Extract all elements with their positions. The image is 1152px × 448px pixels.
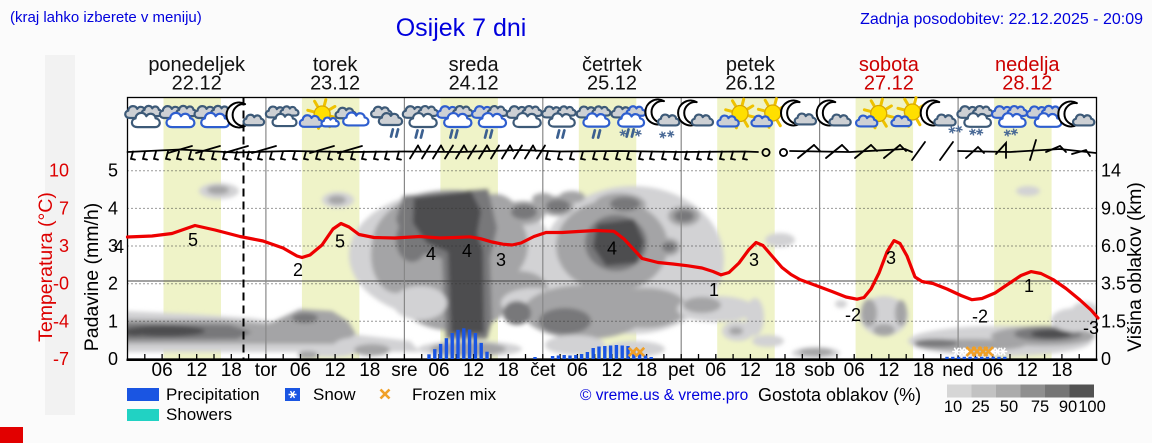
svg-text:-4: -4 xyxy=(53,311,69,331)
svg-text:3: 3 xyxy=(59,236,69,256)
svg-text:3: 3 xyxy=(108,236,118,256)
svg-text:4: 4 xyxy=(108,198,118,218)
svg-text:22.12: 22.12 xyxy=(172,73,222,95)
svg-text:čet: čet xyxy=(530,360,556,381)
svg-text:12: 12 xyxy=(186,360,207,381)
svg-text:sob: sob xyxy=(804,360,835,381)
svg-text:06: 06 xyxy=(152,360,173,381)
svg-text:1.5: 1.5 xyxy=(1101,311,1126,331)
svg-text:Snow: Snow xyxy=(313,385,356,404)
svg-text:06: 06 xyxy=(428,360,449,381)
svg-text:Padavine (mm/h): Padavine (mm/h) xyxy=(81,203,103,351)
svg-text:-0: -0 xyxy=(53,274,69,294)
svg-text:4: 4 xyxy=(426,244,436,264)
svg-text:torek: torek xyxy=(313,54,358,76)
svg-text:18: 18 xyxy=(1051,360,1072,381)
svg-text:ponedeljek: ponedeljek xyxy=(148,54,246,76)
svg-text:0: 0 xyxy=(1101,349,1111,369)
svg-text:06: 06 xyxy=(567,360,588,381)
svg-text:10: 10 xyxy=(49,161,69,181)
svg-text:Frozen mix: Frozen mix xyxy=(412,385,497,404)
svg-text:18: 18 xyxy=(498,360,519,381)
svg-text:4: 4 xyxy=(114,237,124,257)
svg-text:tor: tor xyxy=(255,360,278,381)
svg-text:9.0: 9.0 xyxy=(1101,198,1126,218)
svg-text:pet: pet xyxy=(668,360,695,381)
svg-text:18: 18 xyxy=(774,360,795,381)
svg-text:26.12: 26.12 xyxy=(725,73,775,95)
svg-text:Zadnja posodobitev: 22.12.2025: Zadnja posodobitev: 22.12.2025 - 20:09 xyxy=(860,11,1143,28)
svg-text:-2: -2 xyxy=(972,307,988,327)
svg-text:sre: sre xyxy=(391,360,417,381)
svg-text:10: 10 xyxy=(944,398,962,416)
svg-text:ned: ned xyxy=(942,360,974,381)
svg-text:Temperatura (°C): Temperatura (°C) xyxy=(35,192,57,342)
svg-text:1: 1 xyxy=(1024,276,1034,296)
svg-text:3: 3 xyxy=(886,248,896,268)
svg-text:© vreme.us & vreme.pro: © vreme.us & vreme.pro xyxy=(580,387,748,404)
svg-text:28.12: 28.12 xyxy=(1002,73,1052,95)
svg-text:2: 2 xyxy=(108,274,118,294)
svg-text:petek: petek xyxy=(726,54,776,76)
svg-text:18: 18 xyxy=(359,360,380,381)
svg-text:1: 1 xyxy=(108,311,118,331)
svg-text:12: 12 xyxy=(601,360,622,381)
svg-text:2: 2 xyxy=(293,260,303,280)
svg-text:06: 06 xyxy=(844,360,865,381)
svg-text:25: 25 xyxy=(971,398,989,416)
svg-text:12: 12 xyxy=(1017,360,1038,381)
svg-text:14: 14 xyxy=(1101,161,1121,181)
svg-text:18: 18 xyxy=(221,360,242,381)
svg-text:3.5: 3.5 xyxy=(1101,274,1126,294)
svg-text:25.12: 25.12 xyxy=(587,73,637,95)
svg-text:3: 3 xyxy=(496,250,506,270)
svg-text:5: 5 xyxy=(108,161,118,181)
svg-text:18: 18 xyxy=(636,360,657,381)
svg-text:12: 12 xyxy=(463,360,484,381)
svg-text:(kraj lahko izberete v meniju): (kraj lahko izberete v meniju) xyxy=(10,9,202,26)
svg-text:Osijek 7 dni: Osijek 7 dni xyxy=(396,14,527,42)
svg-text:1: 1 xyxy=(709,280,719,300)
svg-text:sobota: sobota xyxy=(859,54,920,76)
svg-text:0: 0 xyxy=(108,349,118,369)
svg-text:-3: -3 xyxy=(1083,318,1099,338)
svg-text:Gostota oblakov (%): Gostota oblakov (%) xyxy=(758,385,921,405)
svg-text:6.0: 6.0 xyxy=(1101,236,1126,256)
svg-text:75: 75 xyxy=(1031,398,1049,416)
svg-text:24.12: 24.12 xyxy=(449,73,499,95)
svg-text:4: 4 xyxy=(462,241,472,261)
svg-text:4: 4 xyxy=(607,239,617,259)
svg-text:100: 100 xyxy=(1078,398,1106,416)
svg-text:06: 06 xyxy=(705,360,726,381)
svg-text:-7: -7 xyxy=(53,349,69,369)
svg-text:četrtek: četrtek xyxy=(582,54,643,76)
svg-text:nedelja: nedelja xyxy=(995,54,1060,76)
svg-text:3: 3 xyxy=(749,250,759,270)
svg-text:Showers: Showers xyxy=(166,405,232,424)
svg-text:06: 06 xyxy=(982,360,1003,381)
svg-text:27.12: 27.12 xyxy=(864,73,914,95)
svg-text:23.12: 23.12 xyxy=(310,73,360,95)
svg-text:5: 5 xyxy=(188,230,198,250)
svg-text:90: 90 xyxy=(1059,398,1077,416)
svg-text:06: 06 xyxy=(290,360,311,381)
svg-text:12: 12 xyxy=(740,360,761,381)
svg-text:7: 7 xyxy=(59,198,69,218)
svg-text:50: 50 xyxy=(1000,398,1018,416)
svg-text:5: 5 xyxy=(335,232,345,252)
svg-text:12: 12 xyxy=(325,360,346,381)
svg-text:sreda: sreda xyxy=(449,54,500,76)
svg-text:18: 18 xyxy=(913,360,934,381)
svg-text:Višina oblakov (km): Višina oblakov (km) xyxy=(1124,182,1146,352)
svg-text:12: 12 xyxy=(878,360,899,381)
svg-text:Precipitation: Precipitation xyxy=(166,385,260,404)
svg-text:-2: -2 xyxy=(845,305,861,325)
